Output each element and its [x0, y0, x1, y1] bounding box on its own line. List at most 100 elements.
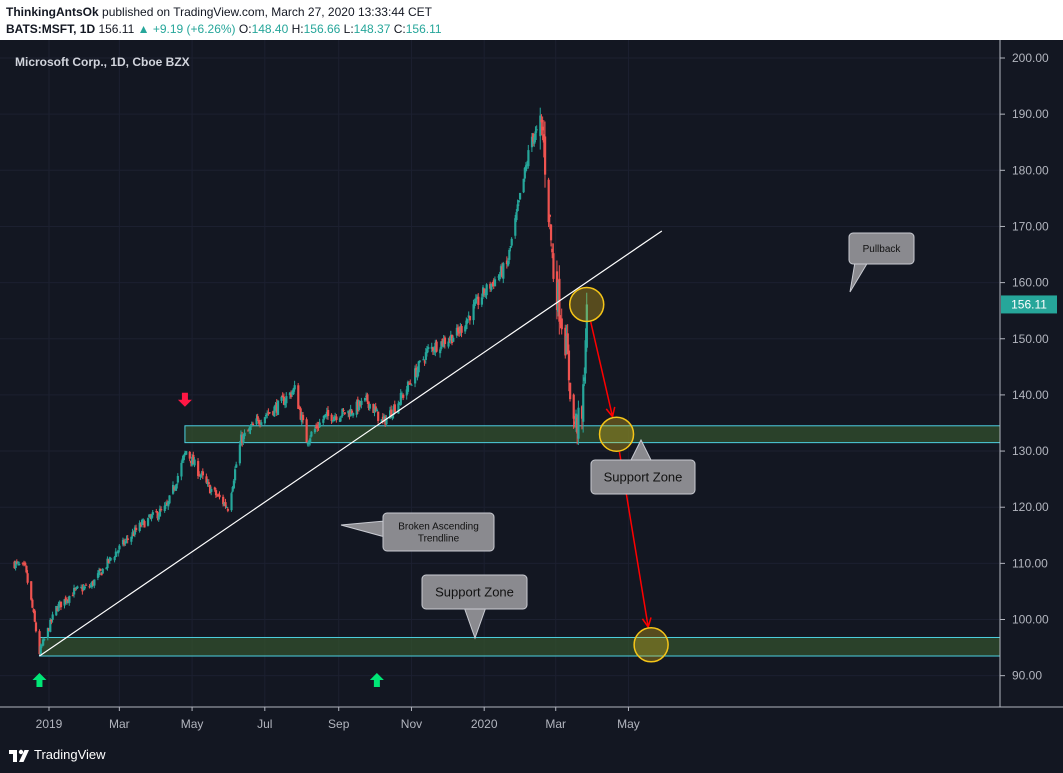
- chart-panel[interactable]: Pullback Support Zone Broken Ascending Tren…: [0, 40, 1063, 737]
- candle-body: [276, 400, 280, 415]
- y-tick-label: 140.00: [1012, 388, 1049, 402]
- x-tick-label: May: [181, 717, 204, 731]
- candle-body: [498, 274, 501, 280]
- candle-body: [232, 480, 236, 489]
- support-zone-callout-tail: [463, 606, 487, 640]
- candle-body: [456, 327, 460, 332]
- candle-body: [372, 403, 375, 413]
- candle-body: [518, 192, 522, 200]
- candle-body: [121, 539, 125, 545]
- tradingview-logo-icon[interactable]: [8, 746, 30, 764]
- projection-arrow[interactable]: [590, 321, 614, 417]
- open-value: 148.40: [251, 22, 289, 36]
- candle-body: [368, 404, 371, 409]
- support-zone[interactable]: [38, 636, 1001, 657]
- candle-body: [431, 347, 435, 352]
- green-up-arrow-icon: [369, 673, 384, 688]
- candle-body: [130, 536, 133, 542]
- candle-body: [455, 327, 458, 336]
- candle-body: [49, 619, 52, 632]
- price-chart[interactable]: Pullback Support Zone Broken AscendingTren…: [0, 40, 1063, 737]
- candle-body: [301, 414, 305, 421]
- support-zone-callout-box: [421, 574, 528, 610]
- candle-body: [205, 476, 208, 483]
- candle-body: [24, 562, 27, 566]
- ascending-trendline[interactable]: [39, 230, 663, 657]
- support-zone-callout[interactable]: Support Zone: [590, 438, 696, 495]
- candle-body: [151, 512, 154, 515]
- pullback-callout[interactable]: Pullback: [848, 232, 915, 293]
- candle-body: [507, 260, 510, 266]
- high-value: 156.66: [303, 22, 341, 36]
- candle-body: [40, 645, 44, 647]
- candle-body: [163, 505, 166, 512]
- candle-body: [26, 573, 29, 583]
- tradingview-brand[interactable]: TradingView: [34, 747, 106, 762]
- candle-body: [522, 178, 525, 193]
- candle-body: [572, 394, 575, 419]
- candle-body: [141, 520, 144, 525]
- candle-body: [93, 579, 96, 586]
- author-name[interactable]: ThinkingAntsOk: [6, 5, 99, 19]
- candle-body: [310, 431, 313, 437]
- candle-body: [415, 367, 418, 377]
- candle-body: [280, 396, 283, 401]
- candle-body: [402, 394, 405, 398]
- candle-body: [338, 418, 342, 422]
- price-badge: [1001, 295, 1057, 314]
- candle-body: [167, 501, 170, 507]
- candle-body: [393, 404, 396, 412]
- candle-body: [575, 413, 578, 428]
- candle-body: [138, 522, 141, 532]
- close-value: 156.11: [405, 22, 442, 36]
- y-tick-label: 170.00: [1012, 219, 1049, 233]
- candle-body: [288, 392, 292, 395]
- support-zone-callout-text: Support Zone: [435, 585, 514, 600]
- candle-body: [359, 401, 362, 406]
- candle-body: [442, 339, 445, 347]
- target-circle[interactable]: [633, 627, 669, 663]
- candle-body: [100, 572, 103, 576]
- candle-body: [149, 516, 152, 518]
- candle-body: [188, 451, 191, 459]
- candle-body: [242, 434, 245, 443]
- candle-body: [377, 411, 380, 421]
- candle-body: [180, 462, 183, 477]
- candle-body: [360, 400, 363, 405]
- candle-body: [541, 126, 544, 131]
- candle-body: [21, 562, 24, 564]
- candle-body: [210, 488, 213, 492]
- candle-body: [549, 224, 553, 241]
- candle-body: [118, 545, 121, 550]
- candle-body: [451, 334, 454, 344]
- candle-body: [98, 570, 101, 576]
- candle-body: [435, 341, 438, 352]
- candle-body: [250, 423, 253, 427]
- trendline-callout-text: Broken Ascending: [398, 522, 479, 533]
- candle-body: [399, 393, 402, 405]
- target-circle[interactable]: [568, 286, 605, 323]
- candle-body: [490, 283, 493, 290]
- support-zone-callout[interactable]: Support Zone: [421, 574, 528, 640]
- candle-body: [192, 454, 195, 465]
- candle-body: [410, 384, 413, 386]
- candle-body: [335, 416, 338, 420]
- candle-body: [544, 136, 547, 175]
- candle-body: [298, 407, 301, 410]
- candle-body: [317, 425, 320, 428]
- candle-body: [313, 428, 317, 433]
- candle-body: [223, 502, 226, 506]
- candle-body: [274, 404, 277, 408]
- candle-body: [532, 133, 535, 142]
- candle-body: [158, 508, 162, 517]
- target-circle[interactable]: [598, 416, 635, 452]
- candle-body: [105, 567, 108, 569]
- candle-body: [15, 561, 19, 563]
- candle-body: [81, 587, 84, 592]
- candle-body: [484, 293, 487, 296]
- candle-body: [585, 304, 588, 348]
- candle-body: [356, 399, 360, 411]
- candle-body: [65, 600, 69, 604]
- candle-body: [505, 260, 509, 265]
